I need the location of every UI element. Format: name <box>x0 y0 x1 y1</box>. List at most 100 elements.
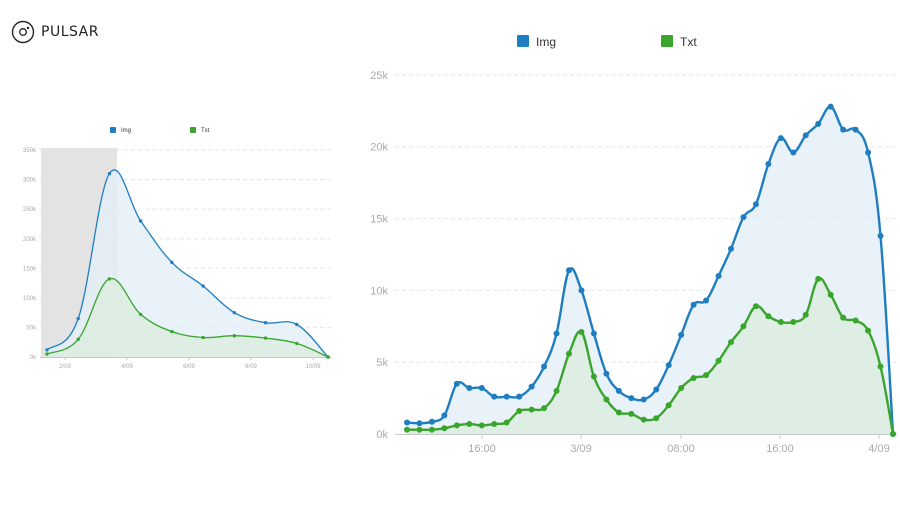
detail-x-tick-label: 08:00 <box>667 443 695 455</box>
detail-point-img <box>815 120 822 127</box>
detail-point-img <box>728 245 734 252</box>
detail-point-txt <box>827 291 834 298</box>
detail-y-tick-label: 10k <box>370 285 388 297</box>
detail-point-txt <box>491 420 498 427</box>
detail-point-txt <box>665 402 672 409</box>
detail-y-tick-label: 20k <box>370 142 388 154</box>
detail-area-txt <box>407 278 893 434</box>
overview-y-tick-label: 0k <box>30 355 37 361</box>
detail-point-txt <box>653 415 660 422</box>
detail-point-txt <box>428 426 435 433</box>
detail-point-txt <box>404 426 410 433</box>
detail-point-img <box>453 380 460 387</box>
overview-line-txt <box>46 278 329 358</box>
overview-group: 0k 50k 100k 150k 200k 250k 300k 350k 2/09 4/09 6/0… <box>23 127 332 370</box>
detail-legend-swatch-img <box>517 35 529 47</box>
detail-point-txt <box>466 420 473 427</box>
overview-point-img <box>138 219 143 223</box>
detail-point-img <box>590 330 597 337</box>
overview-x-tick-label: 8/09 <box>245 364 257 370</box>
overview-x-tick-label: 6/09 <box>183 364 195 370</box>
detail-point-txt <box>516 408 523 415</box>
detail-point-txt <box>640 416 647 423</box>
detail-point-txt <box>566 350 572 357</box>
detail-point-txt <box>478 422 485 429</box>
detail-point-txt <box>815 275 822 282</box>
detail-point-txt <box>590 373 597 380</box>
overview-point-txt <box>295 341 299 346</box>
detail-point-img <box>765 161 772 168</box>
detail-point-img <box>877 232 884 239</box>
detail-y-tick-label: 25k <box>370 70 388 82</box>
detail-point-txt <box>777 318 784 325</box>
detail-point-txt <box>765 313 772 320</box>
overview-point-img <box>232 310 237 315</box>
detail-point-txt <box>453 422 460 429</box>
detail-point-txt <box>578 329 585 336</box>
detail-point-img <box>628 395 635 402</box>
detail-point-img <box>441 412 448 419</box>
detail-line-txt <box>407 277 895 435</box>
detail-point-txt <box>553 387 560 394</box>
overview-y-tick-label: 250k <box>23 207 37 213</box>
detail-legend-swatch-txt <box>661 35 673 47</box>
detail-point-img <box>615 387 622 394</box>
overview-point-txt <box>263 336 268 340</box>
detail-point-img <box>428 418 435 425</box>
overview-y-tick-label: 300k <box>23 178 37 184</box>
detail-x-tick-label: 16:00 <box>468 443 496 455</box>
detail-point-txt <box>703 372 710 379</box>
detail-point-img <box>665 362 672 369</box>
detail-point-txt <box>890 431 896 437</box>
detail-point-img <box>553 330 560 337</box>
detail-point-txt <box>628 410 635 417</box>
app-logo: PULSAR <box>11 20 99 44</box>
detail-point-img <box>541 363 548 370</box>
detail-point-txt <box>678 385 685 392</box>
detail-y-tick-label: 15k <box>370 213 388 225</box>
detail-point-txt <box>865 327 872 334</box>
detail-legend-label-img: Img <box>536 35 556 49</box>
detail-point-img <box>603 370 610 377</box>
detail-point-img <box>528 383 535 390</box>
pulsar-logo-icon <box>11 20 35 44</box>
overview-legend-swatch-img <box>110 127 116 133</box>
overview-point-txt <box>45 352 49 356</box>
detail-point-txt <box>852 317 859 324</box>
detail-y-tick-label: 5k <box>376 357 388 369</box>
detail-point-img <box>802 132 809 139</box>
detail-point-txt <box>441 425 448 432</box>
detail-point-img <box>478 385 485 392</box>
detail-point-img <box>653 386 660 393</box>
detail-point-img <box>503 393 510 400</box>
detail-point-txt <box>503 419 510 426</box>
detail-x-tick-label: 16:00 <box>766 443 794 455</box>
detail-point-txt <box>615 409 622 416</box>
detail-point-txt <box>740 323 747 330</box>
detail-point-txt <box>528 406 535 413</box>
detail-group: 0k 5k 10k 15k 20k 25k 16:00 3/09 08:00 16:00 4/09 I… <box>370 35 897 455</box>
detail-point-img <box>790 149 797 156</box>
overview-point-img <box>295 322 299 327</box>
detail-point-img <box>566 267 572 274</box>
overview-y-tick-label: 350k <box>23 148 37 154</box>
overview-x-tick-label: 10/09 <box>305 364 321 370</box>
overview-point-txt <box>232 334 237 338</box>
overview-legend-swatch-txt <box>190 127 196 133</box>
detail-point-txt <box>840 314 847 321</box>
detail-point-img <box>827 103 834 110</box>
app-title: PULSAR <box>41 24 99 40</box>
overview-point-txt <box>107 277 112 281</box>
overview-y-tick-label: 150k <box>23 266 37 272</box>
overview-point-img <box>170 260 174 265</box>
detail-point-img <box>640 396 647 403</box>
overview-y-tick-label: 200k <box>23 237 37 243</box>
overview-point-img <box>201 284 205 288</box>
overview-point-txt <box>326 355 330 359</box>
detail-point-img <box>852 126 859 133</box>
overview-x-tick-label: 4/09 <box>121 364 133 370</box>
overview-point-txt <box>76 337 80 341</box>
overview-point-img <box>263 320 268 325</box>
detail-point-img <box>690 301 697 308</box>
